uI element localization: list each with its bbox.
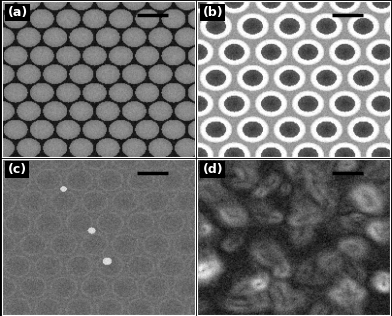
- Text: (d): (d): [203, 163, 223, 176]
- Text: (b): (b): [203, 6, 223, 19]
- Text: (a): (a): [7, 6, 27, 19]
- Text: (c): (c): [7, 163, 27, 176]
